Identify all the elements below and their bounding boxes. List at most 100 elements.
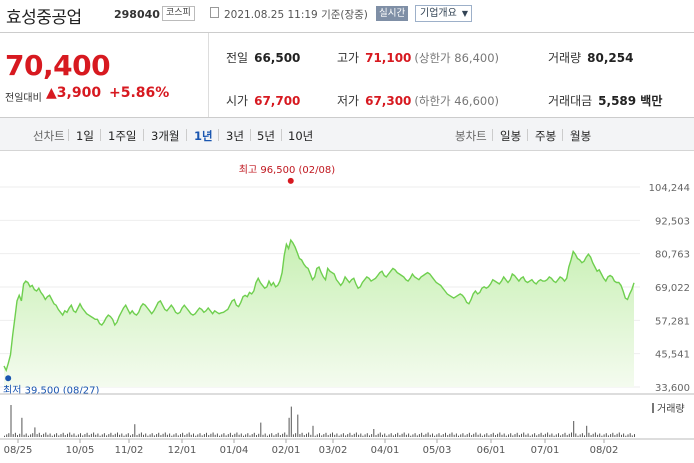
volume-bar bbox=[627, 434, 629, 437]
volume-bar bbox=[464, 435, 466, 437]
volume-bar bbox=[455, 433, 457, 437]
volume-bar bbox=[258, 433, 260, 437]
stat-value: 67,300 bbox=[365, 94, 412, 108]
volume-bar bbox=[634, 434, 635, 437]
divider bbox=[492, 129, 493, 141]
volume-bar bbox=[245, 434, 247, 437]
tab-1y[interactable]: 1년 bbox=[194, 129, 213, 143]
divider bbox=[208, 33, 209, 117]
volume-bar bbox=[32, 433, 34, 437]
volume-bar bbox=[468, 432, 470, 437]
volume-bar bbox=[216, 433, 218, 437]
volume-bar bbox=[592, 433, 594, 437]
volume-bar bbox=[136, 435, 138, 437]
volume-bar bbox=[571, 432, 572, 437]
volume-bar bbox=[573, 421, 575, 437]
volume-bar bbox=[306, 433, 307, 437]
volume-bar bbox=[397, 432, 399, 437]
tab-5y[interactable]: 5년 bbox=[257, 129, 275, 143]
volume-bar bbox=[171, 435, 173, 437]
y-tick-label: 80,763 bbox=[655, 250, 690, 261]
divider bbox=[143, 129, 144, 141]
volume-bar bbox=[521, 433, 522, 437]
change-label: 전일대비 bbox=[5, 93, 42, 104]
volume-bar bbox=[243, 435, 244, 437]
volume-bar bbox=[418, 434, 420, 437]
x-tick-label: 01/04 bbox=[220, 445, 249, 456]
volume-bar bbox=[434, 435, 436, 437]
volume-bar bbox=[581, 433, 583, 437]
volume-bar bbox=[449, 433, 451, 437]
volume-bar bbox=[445, 432, 446, 437]
volume-bar bbox=[342, 433, 344, 437]
volume-bar bbox=[471, 435, 473, 437]
volume-bar bbox=[316, 434, 318, 437]
volume-bar bbox=[568, 433, 570, 437]
volume-bar bbox=[312, 425, 314, 437]
volume-bar bbox=[314, 435, 316, 437]
volume-bar bbox=[295, 433, 297, 437]
volume-bar bbox=[440, 435, 442, 437]
volume-bar bbox=[481, 435, 483, 437]
volume-bar bbox=[338, 435, 340, 437]
volume-bar bbox=[58, 435, 60, 437]
tab-monthly-candle[interactable]: 월봉 bbox=[570, 129, 592, 143]
stat-value: 67,700 bbox=[254, 94, 301, 108]
volume-bar bbox=[349, 432, 351, 437]
volume-bar bbox=[54, 434, 55, 437]
volume-bar bbox=[14, 432, 16, 437]
stock-name: 효성중공업 bbox=[6, 8, 82, 28]
tab-weekly-candle[interactable]: 주봉 bbox=[535, 129, 557, 143]
tab-3y[interactable]: 3년 bbox=[226, 129, 244, 143]
volume-bar bbox=[373, 429, 375, 437]
low-annotation: 최저 39,500 (08/27) bbox=[3, 384, 99, 396]
volume-bar bbox=[84, 434, 86, 437]
tab-daily-candle[interactable]: 일봉 bbox=[500, 129, 522, 143]
volume-bar bbox=[240, 433, 242, 437]
y-tick-label: 57,281 bbox=[655, 316, 690, 327]
stat-value: 5,589 백만 bbox=[598, 94, 663, 108]
volume-bar bbox=[436, 434, 438, 437]
volume-bar bbox=[621, 434, 622, 437]
volume-bar bbox=[490, 434, 492, 437]
volume-bar bbox=[555, 434, 557, 437]
document-icon[interactable] bbox=[210, 7, 219, 18]
volume-bar bbox=[416, 435, 418, 437]
tab-1d[interactable]: 1일 bbox=[76, 129, 94, 143]
realtime-button[interactable]: 실시간 bbox=[376, 6, 409, 21]
volume-bar bbox=[180, 434, 181, 437]
current-price: 70,400 bbox=[5, 49, 111, 82]
volume-bar bbox=[219, 435, 221, 437]
volume-bar bbox=[251, 434, 253, 437]
high-annotation: 최고 96,500 (02/08) bbox=[239, 164, 335, 176]
company-info-dropdown[interactable]: 기업개요 ▼ bbox=[415, 5, 472, 22]
volume-bar bbox=[140, 432, 142, 437]
volume-bar bbox=[225, 435, 227, 437]
volume-bar bbox=[82, 435, 84, 437]
volume-bar bbox=[371, 434, 373, 437]
volume-bar bbox=[558, 433, 559, 437]
volume-bar bbox=[36, 434, 38, 437]
volume-bar bbox=[586, 425, 588, 437]
volume-bar bbox=[4, 435, 5, 437]
line-chart-label: 선차트 bbox=[33, 129, 65, 143]
volume-bar bbox=[405, 434, 407, 437]
x-tick-label: 08/25 bbox=[4, 445, 33, 456]
tab-3m[interactable]: 3개월 bbox=[151, 129, 180, 143]
tab-10y[interactable]: 10년 bbox=[288, 129, 314, 143]
volume-bar bbox=[479, 433, 481, 437]
volume-bar bbox=[277, 432, 279, 437]
volume-bar bbox=[345, 435, 347, 437]
change-amount: 3,900 bbox=[56, 85, 102, 101]
tab-1w[interactable]: 1주일 bbox=[108, 129, 137, 143]
volume-bar bbox=[275, 434, 277, 437]
volume-bar bbox=[308, 432, 310, 437]
volume-bar bbox=[238, 434, 240, 437]
price-chart[interactable]: 104,244 92,503 80,763 69,022 57,281 45,541 33,… bbox=[0, 151, 694, 459]
volume-bar bbox=[334, 434, 336, 437]
volume-bar bbox=[6, 434, 8, 437]
volume-bar bbox=[112, 435, 114, 437]
volume-bar bbox=[43, 433, 45, 437]
volume-bar bbox=[138, 433, 140, 437]
volume-bar bbox=[203, 434, 205, 437]
